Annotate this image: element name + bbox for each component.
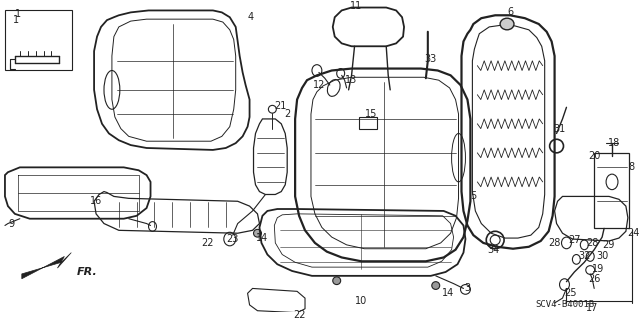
Text: 22: 22 (202, 238, 214, 248)
Bar (594, 153, 629, 228)
Text: 3: 3 (465, 284, 470, 293)
Text: 24: 24 (628, 228, 640, 238)
Text: 27: 27 (568, 235, 580, 245)
Text: 34: 34 (487, 245, 499, 255)
Text: 19: 19 (592, 264, 604, 274)
Text: FR.: FR. (77, 267, 97, 277)
Text: 30: 30 (596, 251, 608, 262)
Text: 28: 28 (548, 238, 561, 248)
Text: 15: 15 (365, 109, 378, 119)
Text: 5: 5 (470, 191, 477, 201)
Text: 17: 17 (586, 303, 598, 313)
Text: 2: 2 (284, 109, 291, 119)
Polygon shape (22, 253, 71, 279)
Bar (360, 117, 378, 129)
Text: 1: 1 (15, 9, 21, 19)
Ellipse shape (432, 282, 440, 289)
Text: 1: 1 (13, 15, 19, 25)
Text: 20: 20 (588, 151, 600, 161)
Text: 25: 25 (564, 288, 577, 298)
Ellipse shape (253, 229, 262, 237)
Text: 23: 23 (227, 234, 239, 244)
Text: 18: 18 (608, 138, 620, 148)
Text: 28: 28 (586, 238, 598, 248)
Ellipse shape (500, 18, 514, 30)
Text: 31: 31 (554, 124, 566, 134)
Text: 29: 29 (602, 240, 614, 250)
Text: 9: 9 (9, 219, 15, 228)
Text: 13: 13 (346, 75, 358, 85)
Text: 12: 12 (313, 80, 325, 90)
Ellipse shape (333, 277, 340, 285)
Text: 11: 11 (350, 1, 363, 11)
Text: 4: 4 (248, 12, 253, 22)
Text: 10: 10 (355, 296, 367, 306)
Text: 8: 8 (628, 162, 635, 172)
Text: 14: 14 (442, 288, 454, 298)
Text: 26: 26 (588, 274, 600, 284)
Text: 33: 33 (425, 54, 437, 64)
Text: 14: 14 (256, 233, 269, 243)
Text: 32: 32 (578, 251, 591, 262)
Text: 21: 21 (274, 101, 287, 111)
Text: 16: 16 (90, 196, 102, 206)
Bar (5, 11, 72, 70)
Text: 6: 6 (507, 7, 513, 17)
Text: SCV4-B4001B: SCV4-B4001B (535, 300, 594, 309)
Text: 22: 22 (293, 310, 305, 319)
